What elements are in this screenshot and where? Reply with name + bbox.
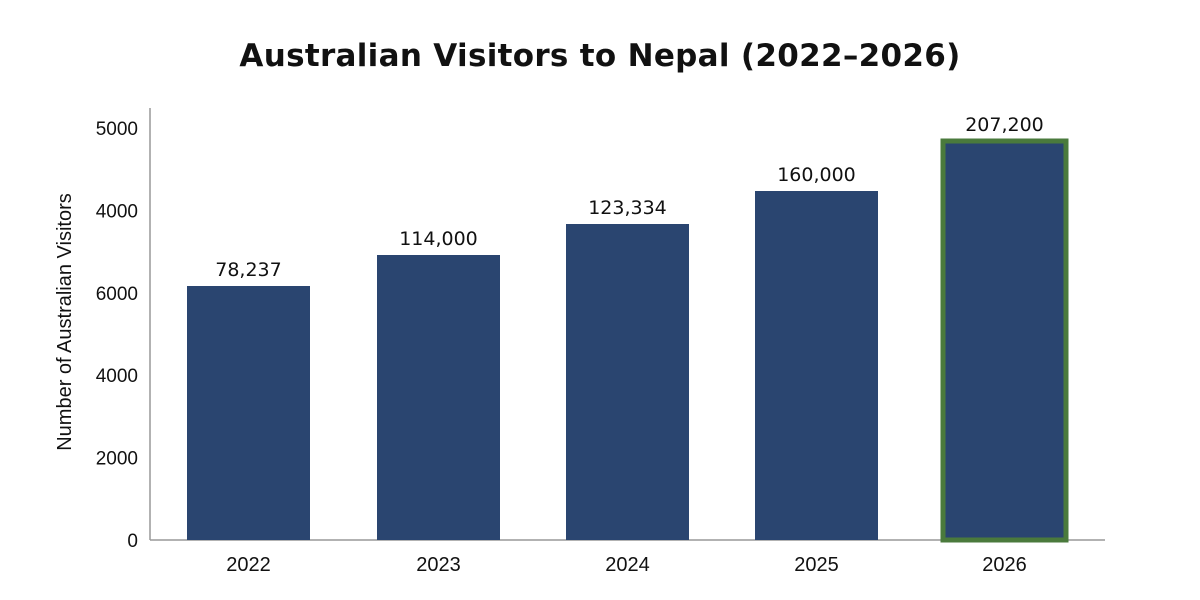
x-tick-label-2023: 2023	[416, 554, 461, 576]
bar-2026	[940, 138, 1069, 543]
data-label-2022: 78,237	[215, 259, 281, 281]
data-label-2025: 160,000	[777, 164, 856, 186]
data-label-2024: 123,334	[588, 197, 667, 219]
x-tick-label-2022: 2022	[226, 554, 271, 576]
data-label-2026: 207,200	[965, 114, 1044, 136]
x-tick-label-2025: 2025	[794, 554, 839, 576]
x-tick-label-2024: 2024	[605, 554, 650, 576]
bar-2025	[755, 191, 878, 540]
y-tick-label: 4000	[96, 366, 138, 387]
y-tick-label: 5000	[96, 119, 138, 140]
chart-title: Australian Visitors to Nepal (2022–2026)	[239, 38, 961, 74]
y-tick-label: 0	[127, 531, 138, 552]
bar-2022	[187, 286, 310, 540]
y-tick-label: 4000	[96, 201, 138, 222]
x-tick-label-2026: 2026	[982, 554, 1027, 576]
y-axis-label: Number of Australian Visitors	[54, 193, 76, 451]
data-label-2023: 114,000	[399, 228, 478, 250]
bar-2023	[377, 255, 500, 540]
y-tick-label: 2000	[96, 449, 138, 470]
bar-2024	[566, 224, 689, 540]
y-tick-label: 6000	[96, 284, 138, 305]
